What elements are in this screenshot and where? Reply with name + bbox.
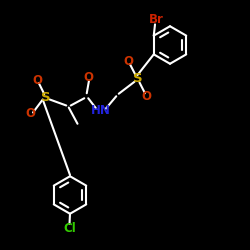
Text: O: O [84, 71, 94, 84]
Text: Cl: Cl [63, 222, 76, 235]
Text: Br: Br [149, 13, 164, 26]
Text: O: O [124, 55, 134, 68]
Text: S: S [42, 91, 51, 104]
Text: O: O [25, 107, 35, 120]
Text: O: O [32, 74, 42, 86]
Text: S: S [133, 72, 142, 85]
Text: O: O [141, 90, 151, 103]
Text: HN: HN [91, 104, 111, 117]
